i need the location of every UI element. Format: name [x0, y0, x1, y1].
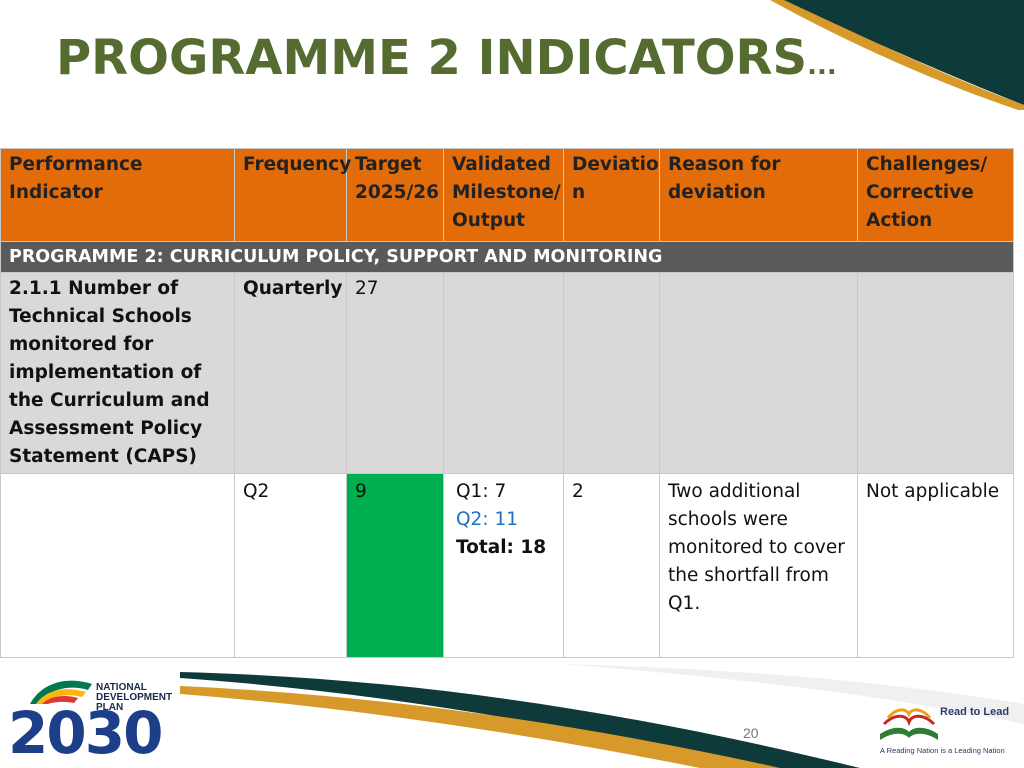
indicators-table: Performance Indicator Frequency Target 2…: [0, 148, 1014, 658]
table-header-row: Performance Indicator Frequency Target 2…: [0, 148, 1014, 242]
section-row: PROGRAMME 2: CURRICULUM POLICY, SUPPORT …: [0, 241, 1014, 273]
ndp-logo-text: NATIONAL DEVELOPMENT PLAN: [96, 682, 173, 713]
quarter-frequency-cell: Q2: [234, 473, 347, 658]
page-number: 20: [743, 725, 759, 741]
milestone-q2: Q2: 11: [456, 509, 518, 530]
frequency-cell: Quarterly: [234, 272, 347, 474]
milestone-q1: Q1: 7: [456, 481, 507, 502]
slide-title: PROGRAMME 2 INDICATORS...: [56, 30, 837, 86]
reason-cell-empty: [659, 272, 858, 474]
header-reason: Reason for deviation: [659, 148, 858, 242]
top-right-swoosh-decoration: [770, 0, 1024, 110]
read-to-lead-book-icon: [880, 708, 938, 740]
quarter-target-cell: 9: [346, 473, 444, 658]
indicator-cell-empty: [0, 473, 235, 658]
deviation-cell-empty: [563, 272, 660, 474]
header-deviation: Deviatio n: [563, 148, 660, 242]
read-to-lead-tagline: A Reading Nation is a Leading Nation: [880, 746, 1005, 755]
target-cell: 27: [346, 272, 444, 474]
header-target: Target 2025/26: [346, 148, 444, 242]
quarter-row: Q2 9 Q1: 7 Q2: 11 Total: 18 2 Two additi…: [0, 473, 1014, 658]
milestone-total: Total: 18: [456, 537, 547, 558]
bottom-swoosh-decoration: [180, 664, 1024, 768]
header-performance-indicator: Performance Indicator: [0, 148, 235, 242]
indicator-row: 2.1.1 Number of Technical Schools monito…: [0, 272, 1014, 474]
section-label: PROGRAMME 2: CURRICULUM POLICY, SUPPORT …: [0, 241, 1014, 273]
milestone-cell-empty: [443, 272, 564, 474]
challenges-cell-empty: [857, 272, 1014, 474]
ndp-logo-year: 2030: [8, 699, 163, 767]
indicator-cell: 2.1.1 Number of Technical Schools monito…: [0, 272, 235, 474]
read-to-lead-title: Read to Lead: [940, 706, 1010, 718]
header-challenges: Challenges/ Corrective Action: [857, 148, 1014, 242]
quarter-deviation-cell: 2: [563, 473, 660, 658]
quarter-reason-cell: Two additional schools were monitored to…: [659, 473, 858, 658]
quarter-challenges-cell: Not applicable: [857, 473, 1014, 658]
header-validated-milestone: Validated Milestone/ Output: [443, 148, 564, 242]
ndp-flag-icon: [30, 680, 92, 704]
quarter-milestone-cell: Q1: 7 Q2: 11 Total: 18: [443, 473, 564, 658]
header-frequency: Frequency: [234, 148, 351, 242]
